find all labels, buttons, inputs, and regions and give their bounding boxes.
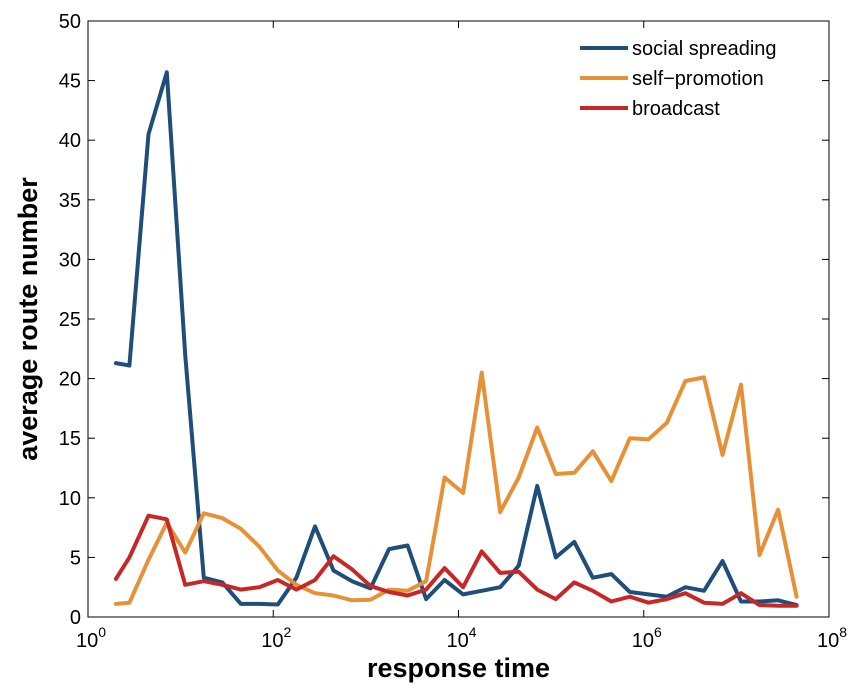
x-axis: 100 102 104 106 108	[76, 21, 847, 652]
plot-area	[88, 21, 829, 617]
series-layer	[113, 70, 799, 608]
series-line-3	[113, 513, 799, 608]
x-tick-base: 10	[446, 630, 468, 652]
y-tick-label: 15	[59, 428, 81, 450]
y-tick-label: 50	[59, 11, 81, 33]
legend-label-2: self−promotion	[632, 68, 764, 90]
y-tick-label: 0	[70, 607, 81, 629]
legend-label-1: social spreading	[632, 38, 777, 60]
legend: social spreading self−promotion broadcast	[580, 38, 777, 120]
x-tick-label: 104	[446, 624, 476, 652]
legend-label-3: broadcast	[632, 98, 720, 120]
x-tick-exponent: 0	[98, 624, 106, 640]
y-tick-label: 45	[59, 71, 81, 93]
x-tick-label: 102	[261, 624, 291, 652]
y-tick-label: 30	[59, 249, 81, 271]
x-tick-exponent: 2	[283, 624, 291, 640]
x-tick-exponent: 6	[654, 624, 662, 640]
x-axis-title: response time	[367, 653, 550, 683]
y-tick-label: 5	[70, 547, 81, 569]
x-tick-exponent: 8	[839, 624, 847, 640]
x-tick-label: 108	[817, 624, 847, 652]
y-axis-title: average route number	[13, 177, 43, 461]
x-tick-base: 10	[76, 630, 98, 652]
x-tick-label: 100	[76, 624, 106, 652]
y-tick-label: 25	[59, 309, 81, 331]
y-tick-label: 10	[59, 488, 81, 510]
x-tick-base: 10	[817, 630, 839, 652]
x-tick-label: 106	[632, 624, 662, 652]
x-tick-exponent: 4	[469, 624, 477, 640]
y-tick-label: 20	[59, 369, 81, 391]
x-tick-base: 10	[632, 630, 654, 652]
series-line-2	[113, 370, 799, 606]
y-tick-label: 35	[59, 190, 81, 212]
y-axis: 0 5 10 15 20 25 30 35 40 45 50	[59, 11, 829, 629]
y-tick-label: 40	[59, 130, 81, 152]
x-tick-base: 10	[261, 630, 283, 652]
